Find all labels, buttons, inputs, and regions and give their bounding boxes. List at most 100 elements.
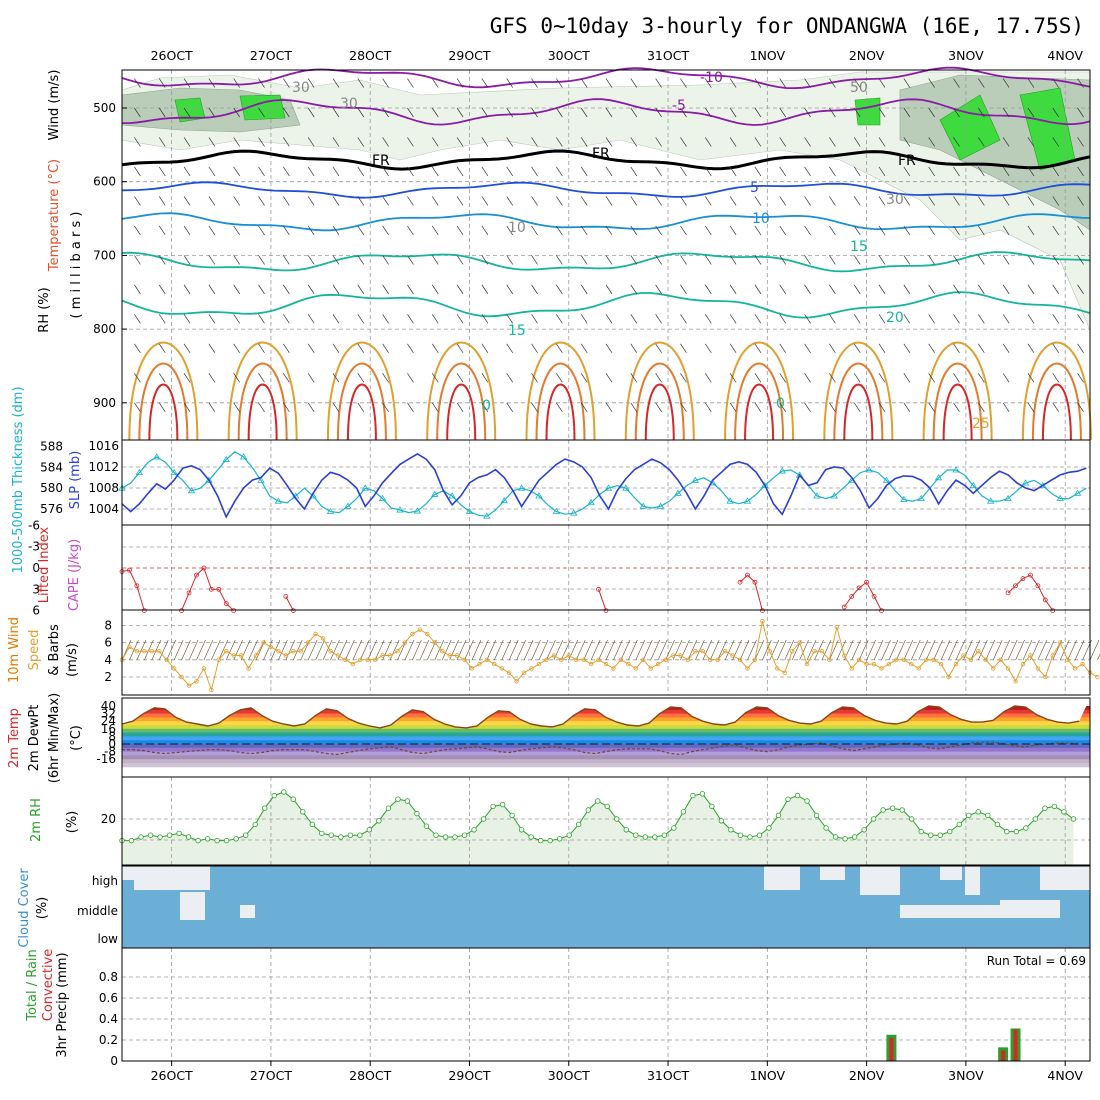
thickness-marker <box>483 512 491 519</box>
wind-barb <box>556 343 563 354</box>
wind-speed-point <box>775 666 780 671</box>
precip-ytick: 0 <box>110 1054 118 1068</box>
wind-barb <box>1077 402 1084 412</box>
rh-point <box>404 798 411 804</box>
wind-barb <box>481 166 489 177</box>
rh-point <box>975 809 982 815</box>
temp-ytick: 16 <box>101 722 116 736</box>
contour-label: -10 <box>700 70 723 86</box>
wind-speed-point <box>849 666 854 671</box>
wind-barb <box>873 639 884 661</box>
wind-barb <box>630 373 638 383</box>
wind-barb <box>1052 78 1060 88</box>
wind-speed-point <box>991 666 996 671</box>
wind-barb <box>134 343 141 354</box>
wind-barb <box>878 314 886 324</box>
wind-barb <box>829 284 836 295</box>
wind-barb <box>183 78 191 88</box>
wind-barb <box>233 78 240 88</box>
wind-barb <box>605 78 613 88</box>
temp-band <box>122 747 1090 753</box>
thickness-ytick: 584 <box>40 460 63 474</box>
wind-barb <box>183 284 191 295</box>
rh-point <box>832 834 839 840</box>
wind-barb <box>431 225 439 236</box>
wind-ytick: 4 <box>104 653 112 667</box>
wind-speed-point <box>700 649 705 654</box>
wind-barb <box>434 639 445 661</box>
rh-point <box>385 805 392 811</box>
rh-point <box>861 827 867 833</box>
wind-ytick: 2 <box>104 670 112 684</box>
wind-barb <box>556 284 563 295</box>
wind-barb <box>704 314 712 324</box>
lifted-index-line <box>285 596 294 611</box>
wind-barb <box>928 255 935 265</box>
rh-point <box>480 816 487 822</box>
upper-ylabel-temp: Temperature (°C) <box>47 159 62 272</box>
isotherm-loop <box>128 341 199 441</box>
wind-speed-point <box>641 657 646 662</box>
wind-speed-point <box>931 657 936 662</box>
precip-ytick: 0.6 <box>99 991 118 1005</box>
contour-label: 30 <box>292 80 310 96</box>
wind-barb <box>481 373 489 383</box>
rh-point <box>718 818 725 824</box>
wind-speed-point <box>395 649 400 654</box>
wind-barb <box>481 343 489 354</box>
wind-barb <box>1002 225 1010 236</box>
date-label-bottom: 28OCT <box>349 1068 391 1083</box>
wind-barb <box>481 196 489 206</box>
wind-barb <box>858 639 869 661</box>
wind-speed-point <box>1043 674 1048 680</box>
wind-barb <box>680 343 687 354</box>
wind-barb <box>404 639 415 661</box>
wind-barb <box>829 196 836 206</box>
wind-speed-point <box>216 657 221 662</box>
wind-barb <box>903 314 911 324</box>
wind-speed-point <box>953 661 959 667</box>
wind-barb <box>729 343 737 354</box>
wind-barb <box>630 343 638 354</box>
rh-ytick: 20 <box>101 812 116 826</box>
wind-barb <box>367 639 377 661</box>
precip-convective-bar <box>1013 1029 1018 1061</box>
rh-point <box>756 832 763 838</box>
wind-barb <box>144 639 154 661</box>
top-date-labels: 26OCT 27OCT 28OCT 29OCT 30OCT 31OCT 1NOV 2NOV 3N… <box>151 48 1084 63</box>
rh-point <box>680 809 687 815</box>
temp-band <box>122 755 1090 760</box>
rh-point <box>128 837 135 844</box>
thickness-ytick: 576 <box>40 502 63 516</box>
date-label-bottom: 27OCT <box>250 1068 292 1083</box>
wind-barb <box>978 373 985 383</box>
wind-barb <box>704 343 712 354</box>
wind-barb <box>1077 314 1084 324</box>
wind-barb <box>407 402 414 412</box>
wind-barb <box>903 196 911 206</box>
cloud-gap <box>122 866 134 880</box>
wind-barb <box>829 225 836 236</box>
rh-point <box>376 818 382 824</box>
run-total-label: Run Total = 0.69 <box>987 954 1086 968</box>
isotherm-loop <box>227 341 298 441</box>
wind10m-panel: 2 4 6 8 <box>104 609 1100 696</box>
wind-barb <box>1077 166 1084 177</box>
temp-ytick: 0 <box>108 737 116 751</box>
wind-barb <box>556 373 563 383</box>
thickness-marker <box>552 507 561 514</box>
wind-speed-point <box>387 653 393 658</box>
wind-barb <box>506 373 514 383</box>
isotherm-loop <box>535 362 586 441</box>
wind-speed-point <box>559 657 564 662</box>
wind-barb <box>1052 255 1060 265</box>
wind-barb <box>779 107 787 118</box>
wind-speed-point <box>179 674 184 680</box>
wind-speed-point <box>804 661 810 667</box>
wind-barb <box>729 137 737 147</box>
wind-speed-point <box>879 666 884 671</box>
wind-barb <box>183 373 191 383</box>
temp-band <box>122 744 1090 749</box>
wind-speed-point <box>305 640 311 645</box>
wind-barb <box>506 255 514 265</box>
